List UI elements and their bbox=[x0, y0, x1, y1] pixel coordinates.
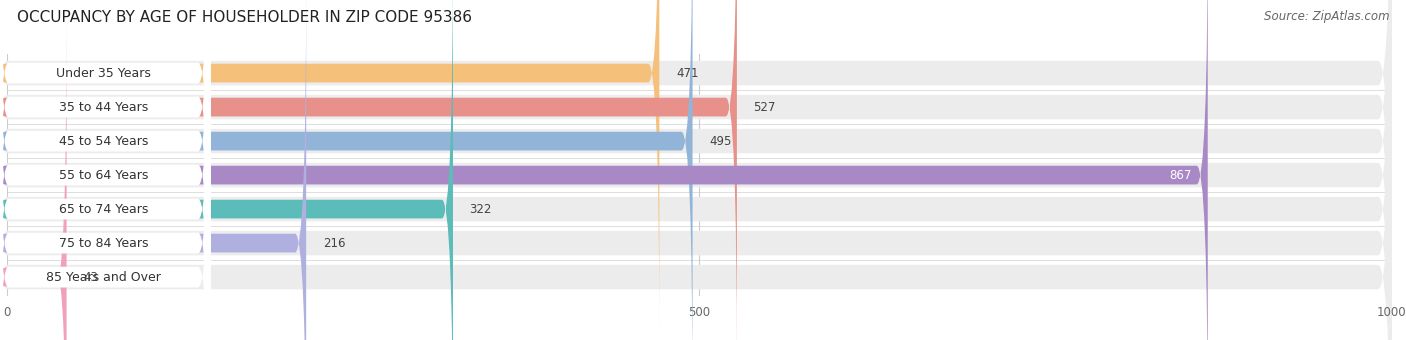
FancyBboxPatch shape bbox=[0, 0, 307, 340]
Text: 75 to 84 Years: 75 to 84 Years bbox=[59, 237, 148, 250]
FancyBboxPatch shape bbox=[0, 0, 737, 340]
FancyBboxPatch shape bbox=[0, 0, 211, 340]
Text: 867: 867 bbox=[1168, 169, 1191, 182]
Text: 85 Years and Over: 85 Years and Over bbox=[46, 271, 160, 284]
Text: Source: ZipAtlas.com: Source: ZipAtlas.com bbox=[1264, 10, 1389, 23]
Text: Under 35 Years: Under 35 Years bbox=[56, 67, 150, 80]
Text: 65 to 74 Years: 65 to 74 Years bbox=[59, 203, 148, 216]
FancyBboxPatch shape bbox=[0, 0, 211, 340]
Text: 495: 495 bbox=[709, 135, 731, 148]
Text: OCCUPANCY BY AGE OF HOUSEHOLDER IN ZIP CODE 95386: OCCUPANCY BY AGE OF HOUSEHOLDER IN ZIP C… bbox=[17, 10, 472, 25]
FancyBboxPatch shape bbox=[0, 0, 211, 340]
FancyBboxPatch shape bbox=[0, 0, 211, 340]
FancyBboxPatch shape bbox=[0, 15, 66, 340]
Text: 216: 216 bbox=[323, 237, 346, 250]
FancyBboxPatch shape bbox=[0, 0, 211, 340]
Text: 43: 43 bbox=[83, 271, 98, 284]
FancyBboxPatch shape bbox=[0, 0, 693, 340]
Text: 471: 471 bbox=[676, 67, 699, 80]
FancyBboxPatch shape bbox=[0, 0, 211, 340]
Text: 35 to 44 Years: 35 to 44 Years bbox=[59, 101, 148, 114]
FancyBboxPatch shape bbox=[0, 0, 211, 340]
Text: 527: 527 bbox=[754, 101, 776, 114]
Text: 322: 322 bbox=[470, 203, 492, 216]
Text: 55 to 64 Years: 55 to 64 Years bbox=[59, 169, 148, 182]
FancyBboxPatch shape bbox=[0, 0, 1208, 340]
FancyBboxPatch shape bbox=[0, 0, 453, 340]
FancyBboxPatch shape bbox=[0, 0, 659, 336]
Text: 45 to 54 Years: 45 to 54 Years bbox=[59, 135, 148, 148]
